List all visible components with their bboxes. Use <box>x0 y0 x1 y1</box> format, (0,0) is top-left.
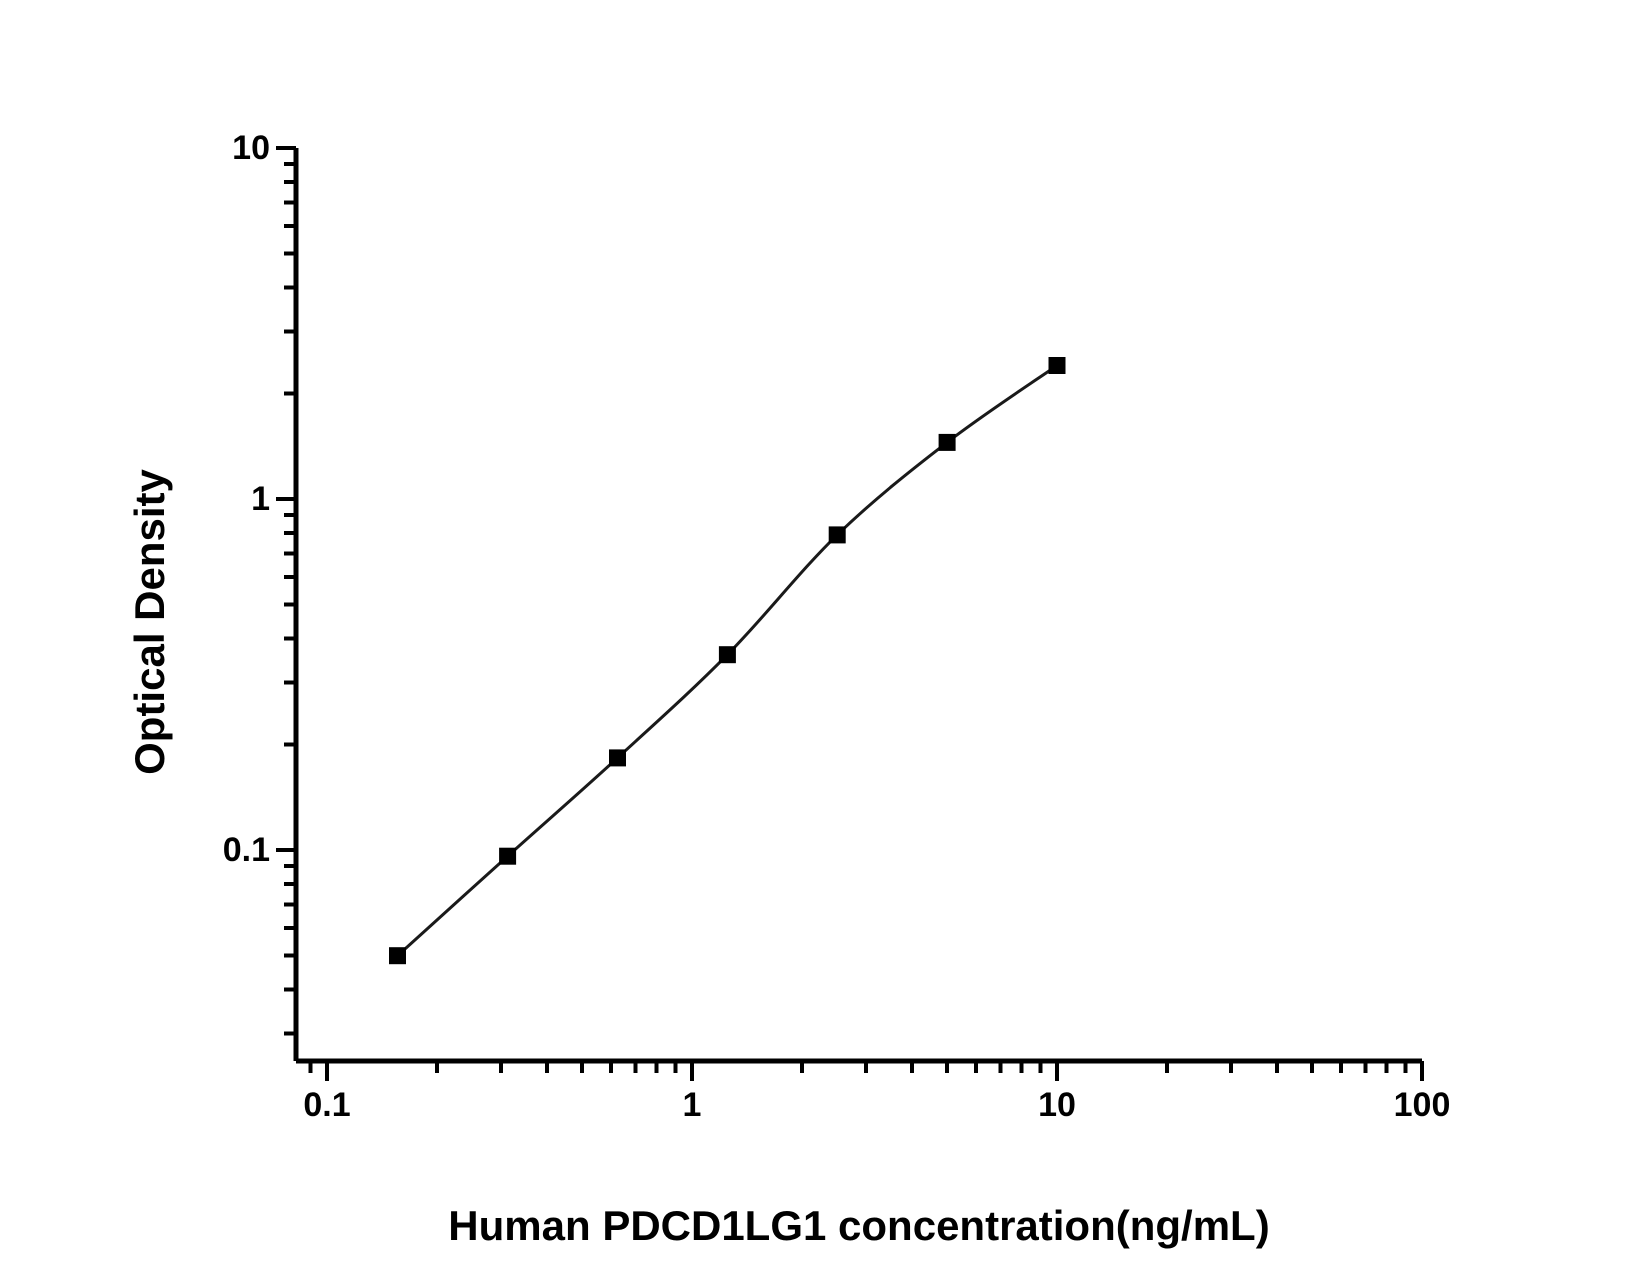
x-axis-tick-label: 0.1 <box>303 1086 351 1124</box>
data-point-marker <box>389 947 406 965</box>
y-axis-tick-label: 1 <box>251 480 270 518</box>
y-axis-tick-label: 0.1 <box>222 831 270 869</box>
data-point-marker <box>499 847 517 865</box>
x-axis-tick-label: 10 <box>1038 1086 1076 1124</box>
data-point-marker <box>828 526 846 544</box>
y-axis-tick-label: 10 <box>232 129 270 167</box>
x-axis-tick-label: 100 <box>1393 1086 1451 1124</box>
data-point-marker <box>938 433 956 451</box>
data-point-marker <box>718 646 736 664</box>
y-axis-title: Optical Density <box>126 469 173 775</box>
data-point-marker <box>1048 357 1066 374</box>
x-axis-tick-label: 1 <box>682 1086 702 1124</box>
data-point-marker <box>609 749 626 767</box>
x-axis-title: Human PDCD1LG1 concentration(ng/mL) <box>448 1202 1270 1249</box>
